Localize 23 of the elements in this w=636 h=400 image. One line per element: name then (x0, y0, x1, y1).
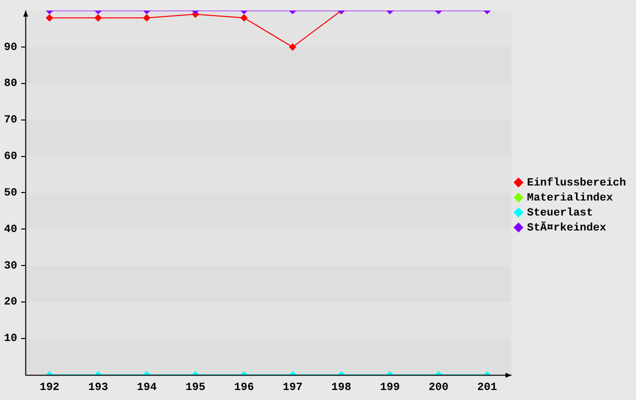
x-tick-label: 193 (88, 382, 108, 394)
y-tick-label: 30 (4, 260, 18, 272)
legend-label: Steuerlast (526, 207, 593, 220)
y-tick-label: 40 (4, 224, 18, 236)
x-tick-label: 196 (234, 382, 254, 394)
y-tick-label: 80 (4, 78, 18, 90)
x-tick-label: 194 (136, 382, 158, 394)
x-tick-label: 200 (428, 382, 448, 394)
y-tick-label: 10 (4, 333, 18, 346)
y-tick-label: 50 (4, 187, 18, 200)
x-tick-label: 195 (185, 382, 206, 394)
y-tick-label: 70 (4, 114, 18, 127)
y-tick-label: 60 (4, 151, 18, 164)
legend-label: Einflussbereich (526, 176, 626, 190)
x-tick-label: 199 (380, 382, 400, 394)
x-tick-label: 192 (40, 382, 60, 394)
x-tick-label: 198 (331, 382, 352, 394)
legend-label: Materialindex (526, 192, 614, 204)
x-tick-label: 201 (477, 382, 498, 394)
x-tick-label: 197 (282, 382, 303, 394)
legend-label: StÃ¤rkeindex (526, 220, 607, 234)
y-tick-label: 20 (4, 296, 18, 309)
y-tick-label: 90 (4, 42, 18, 54)
